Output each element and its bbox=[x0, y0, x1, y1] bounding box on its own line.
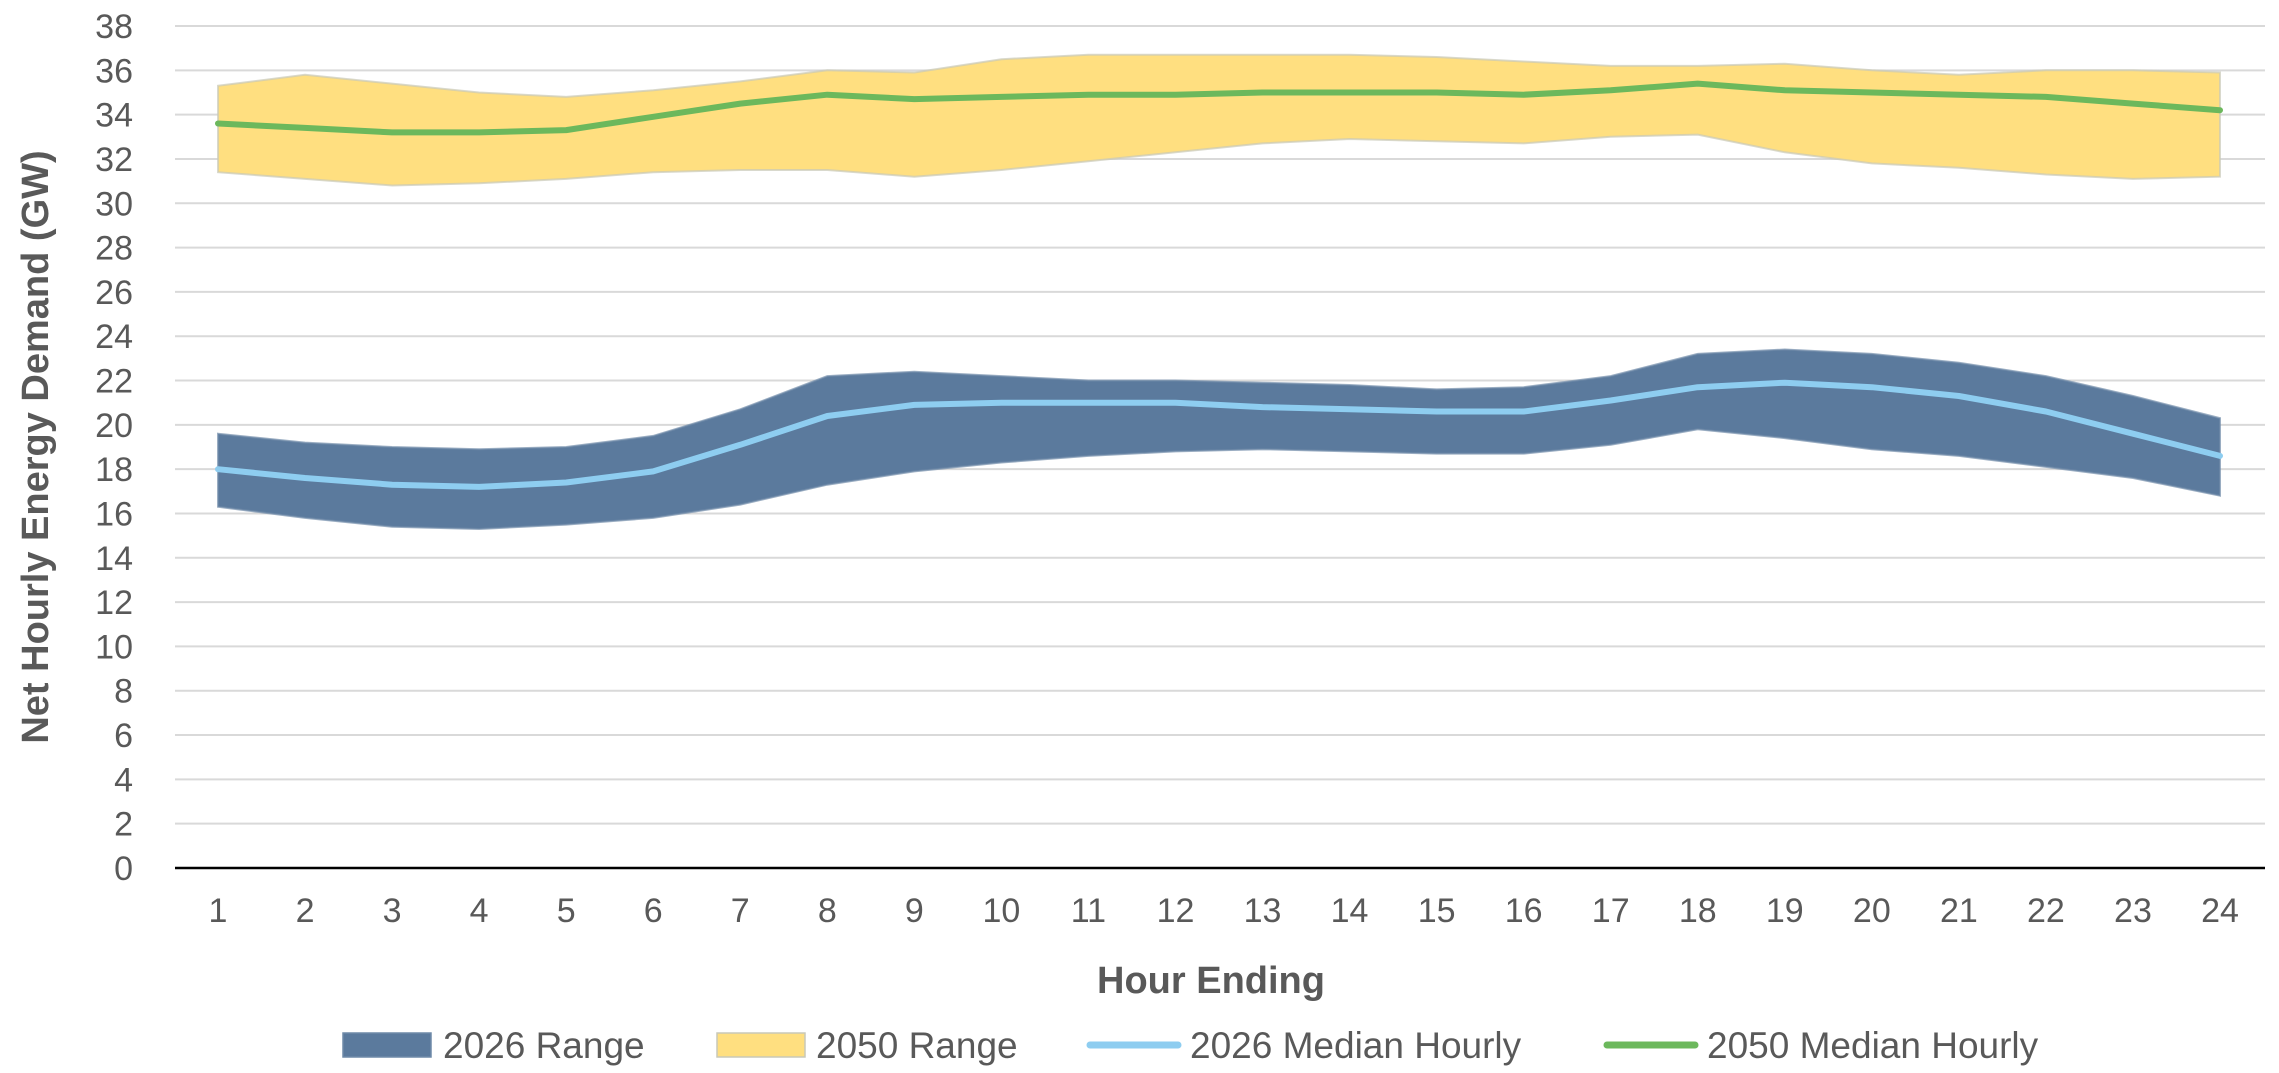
legend: 2026 Range 2050 Range 2026 Median Hourly… bbox=[342, 1025, 2039, 1066]
x-tick-label: 13 bbox=[1244, 892, 1282, 930]
y-tick-label: 0 bbox=[114, 850, 133, 888]
y-tick-label: 24 bbox=[95, 318, 133, 356]
legend-label-2050-median: 2050 Median Hourly bbox=[1707, 1025, 2039, 1066]
legend-swatch-2050-range bbox=[716, 1032, 806, 1058]
y-tick-label: 36 bbox=[95, 52, 133, 90]
y-tick-label: 28 bbox=[95, 230, 133, 268]
x-tick-label: 14 bbox=[1331, 892, 1369, 930]
legend-label-2026-median: 2026 Median Hourly bbox=[1190, 1025, 1522, 1066]
y-tick-label: 32 bbox=[95, 141, 133, 179]
y-tick-label: 22 bbox=[95, 363, 133, 401]
x-tick-label: 9 bbox=[905, 892, 924, 930]
y-tick-label: 4 bbox=[114, 761, 133, 799]
y-tick-label: 30 bbox=[95, 185, 133, 223]
x-tick-label: 16 bbox=[1505, 892, 1543, 930]
x-tick-label: 7 bbox=[731, 892, 750, 930]
median-lines bbox=[215, 80, 2223, 490]
x-tick-label: 8 bbox=[818, 892, 837, 930]
y-tick-label: 18 bbox=[95, 451, 133, 489]
area-2026-range bbox=[217, 348, 2221, 531]
x-tick-label: 2 bbox=[296, 892, 315, 930]
area-2050-range bbox=[217, 53, 2221, 187]
y-tick-label: 2 bbox=[114, 806, 133, 844]
y-tick-label: 10 bbox=[95, 628, 133, 666]
y-tick-label: 8 bbox=[114, 673, 133, 711]
y-tick-label: 38 bbox=[95, 8, 133, 46]
x-tick-label: 12 bbox=[1157, 892, 1195, 930]
x-tick-label: 23 bbox=[2114, 892, 2152, 930]
x-tick-label: 11 bbox=[1071, 892, 1106, 930]
y-tick-label: 16 bbox=[95, 495, 133, 533]
line-2050-median bbox=[215, 80, 2223, 136]
x-tick-label: 1 bbox=[209, 892, 228, 930]
x-tick-label: 17 bbox=[1592, 892, 1630, 930]
y-tick-label: 34 bbox=[95, 97, 133, 135]
x-tick-label: 24 bbox=[2201, 892, 2239, 930]
x-tick-label: 5 bbox=[557, 892, 576, 930]
y-tick-label: 14 bbox=[95, 540, 133, 578]
y-tick-label: 20 bbox=[95, 407, 133, 445]
legend-label-2026-range: 2026 Range bbox=[443, 1025, 645, 1066]
x-axis-title: Hour Ending bbox=[1097, 960, 1325, 1002]
x-tick-label: 19 bbox=[1766, 892, 1804, 930]
x-tick-label: 4 bbox=[470, 892, 489, 930]
x-tick-label: 20 bbox=[1853, 892, 1891, 930]
line-2026-median bbox=[215, 379, 2223, 490]
legend-label-2050-range: 2050 Range bbox=[816, 1025, 1018, 1066]
legend-swatch-2026-range bbox=[342, 1032, 432, 1058]
y-tick-label: 26 bbox=[95, 274, 133, 312]
y-tick-label: 6 bbox=[114, 717, 133, 755]
x-tick-label: 15 bbox=[1418, 892, 1456, 930]
x-tick-labels: 1 2 3 4 5 6 7 8 9 10 11 12 13 14 15 16 17 18 19 20 21 22 23 24 bbox=[209, 892, 2239, 930]
y-tick-label: 12 bbox=[95, 584, 133, 622]
x-tick-label: 6 bbox=[644, 892, 663, 930]
x-tick-label: 10 bbox=[982, 892, 1020, 930]
x-tick-label: 3 bbox=[383, 892, 402, 930]
x-tick-label: 21 bbox=[1940, 892, 1978, 930]
x-tick-label: 18 bbox=[1679, 892, 1717, 930]
x-tick-label: 22 bbox=[2027, 892, 2065, 930]
y-axis-title: Net Hourly Energy Demand (GW) bbox=[15, 150, 57, 743]
